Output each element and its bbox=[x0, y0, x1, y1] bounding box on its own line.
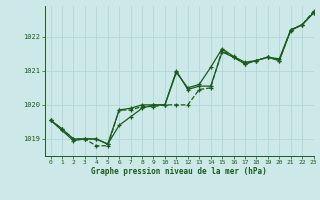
X-axis label: Graphe pression niveau de la mer (hPa): Graphe pression niveau de la mer (hPa) bbox=[91, 167, 267, 176]
